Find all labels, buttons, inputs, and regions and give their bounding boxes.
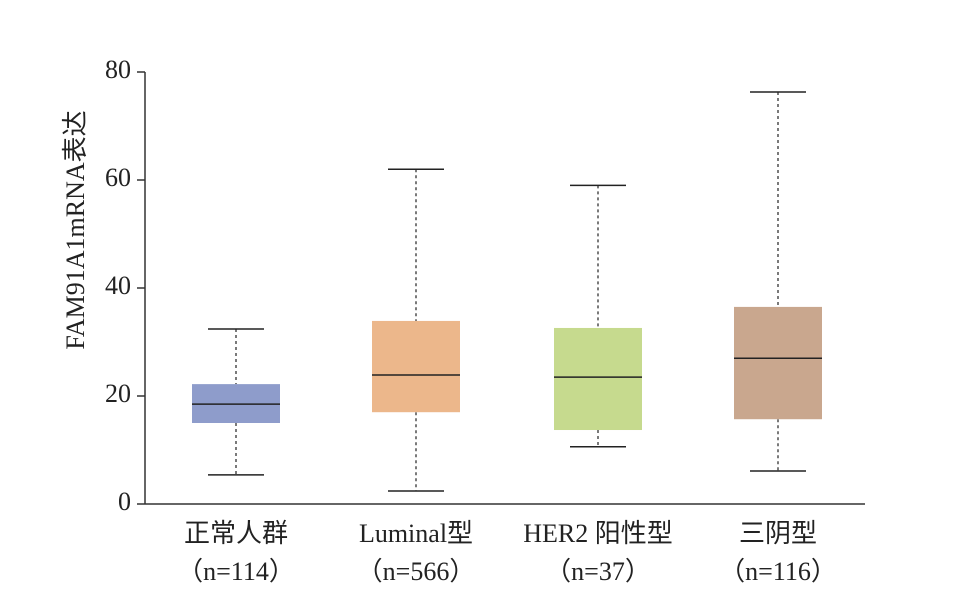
y-axis-label: FAM91A1mRNA表达 xyxy=(61,110,90,349)
y-tick-label: 40 xyxy=(105,271,131,300)
x-tick-label: 正常人群 xyxy=(184,519,288,548)
y-tick-label: 80 xyxy=(105,55,131,84)
x-tick-label: Luminal型 xyxy=(359,519,473,548)
y-tick-label: 0 xyxy=(118,487,131,516)
y-tick-label: 60 xyxy=(105,163,131,192)
sample-size-label: （n=566） xyxy=(357,557,476,586)
x-tick-label: 三阴型 xyxy=(739,519,817,548)
sample-size-label: （n=116） xyxy=(719,557,837,586)
sample-size-label: （n=37） xyxy=(545,557,651,586)
box xyxy=(734,306,822,420)
box xyxy=(372,320,460,413)
y-tick-label: 20 xyxy=(105,379,131,408)
sample-size-label: （n=114） xyxy=(177,557,295,586)
box xyxy=(554,327,642,431)
x-tick-label: HER2 阳性型 xyxy=(523,519,673,548)
